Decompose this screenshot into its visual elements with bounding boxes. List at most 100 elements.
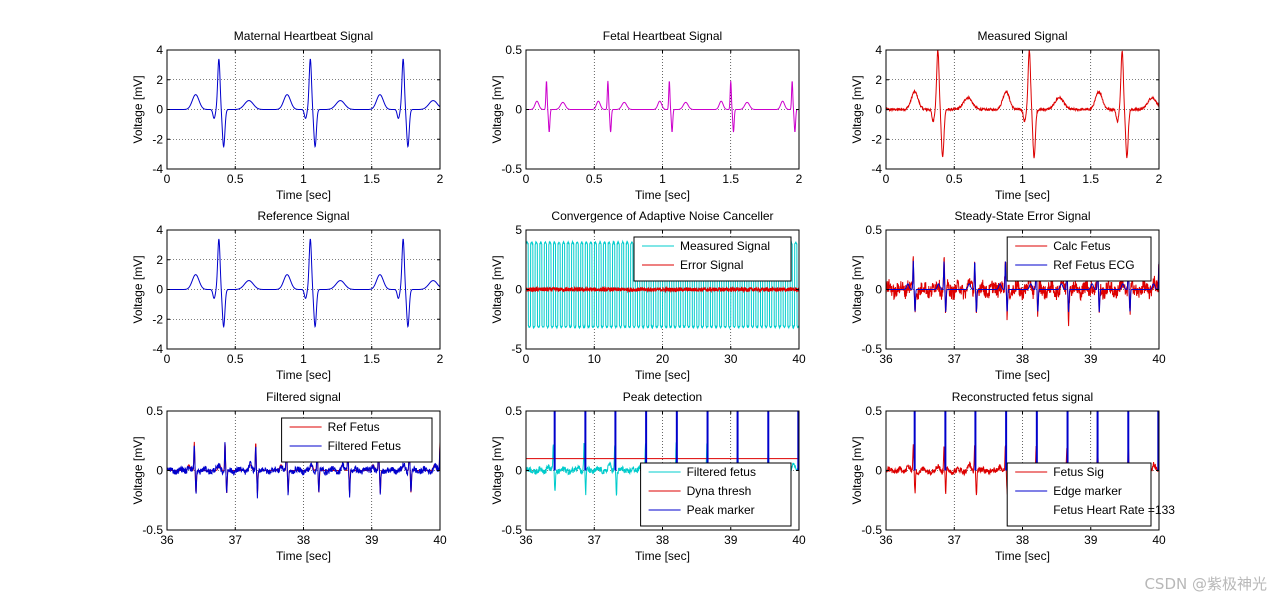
y-tick-label: -0.5 [501, 523, 522, 537]
x-tick-label: 39 [1084, 533, 1098, 547]
legend-note: Fetus Heart Rate =133 [1053, 503, 1175, 517]
x-axis-label: Time [sec] [635, 188, 690, 202]
y-tick-label: 4 [156, 223, 163, 237]
legend: Ref Fetus Filtered Fetus [281, 417, 433, 463]
x-tick-label: 0.5 [227, 172, 244, 186]
legend-label: Filtered fetus [687, 465, 756, 479]
x-tick-label: 20 [656, 352, 670, 366]
x-tick-label: 38 [656, 533, 670, 547]
legend: Filtered fetus Dyna thresh Peak marker [640, 462, 792, 527]
subplot-1: 0 0.5 1 1.5 2 -4 -2 0 2 4 Maternal Heartbeat Signa… [131, 29, 444, 202]
y-tick-label: -5 [511, 342, 522, 356]
legend-box [1006, 462, 1152, 527]
y-axis-label: Voltage [mV] [131, 255, 145, 323]
x-tick-label: 1.5 [1082, 172, 1099, 186]
y-tick-label: -2 [152, 312, 163, 326]
y-tick-label: 2 [156, 253, 163, 267]
y-tick-label: -2 [871, 132, 882, 146]
series-filtered-fetus [167, 442, 440, 499]
y-axis-label: Voltage [mV] [850, 75, 864, 143]
legend-label: Ref Fetus ECG [1053, 258, 1134, 272]
y-tick-label: 0 [515, 464, 522, 478]
chart-title: Measured Signal [977, 29, 1067, 43]
y-tick-label: 2 [156, 73, 163, 87]
x-tick-label: 40 [792, 352, 806, 366]
x-tick-label: 2 [1156, 172, 1163, 186]
x-axis-label: Time [sec] [995, 368, 1050, 382]
x-tick-label: 0.5 [946, 172, 963, 186]
x-tick-label: 0 [523, 172, 530, 186]
legend-box [1006, 236, 1152, 282]
y-tick-label: -4 [871, 162, 882, 176]
x-tick-label: 40 [1152, 533, 1166, 547]
y-tick-label: 0 [515, 283, 522, 297]
x-tick-label: 38 [1016, 352, 1030, 366]
y-tick-label: 0 [156, 464, 163, 478]
y-axis-label: Voltage [mV] [850, 436, 864, 504]
y-tick-label: 0.5 [865, 223, 882, 237]
y-tick-label: 0.5 [146, 404, 163, 418]
y-axis-label: Voltage [mV] [850, 255, 864, 323]
y-tick-label: -2 [152, 132, 163, 146]
series-group [167, 58, 440, 149]
legend-label: Ref Fetus [328, 420, 380, 434]
x-tick-label: 0.5 [227, 352, 244, 366]
x-tick-label: 2 [437, 352, 444, 366]
y-tick-label: -0.5 [861, 342, 882, 356]
x-tick-label: 0 [883, 172, 890, 186]
series-group [167, 238, 440, 329]
x-tick-label: 36 [879, 533, 893, 547]
x-tick-label: 0 [164, 352, 171, 366]
y-tick-label: 5 [515, 223, 522, 237]
legend-box [633, 236, 792, 282]
x-axis-label: Time [sec] [995, 188, 1050, 202]
legend-label: Measured Signal [680, 239, 770, 253]
series-1 [167, 58, 440, 149]
x-tick-label: 1.5 [722, 172, 739, 186]
x-tick-label: 30 [724, 352, 738, 366]
x-tick-label: 2 [437, 172, 444, 186]
legend-box [281, 417, 433, 463]
chart-title: Fetal Heartbeat Signal [603, 29, 722, 43]
y-tick-label: 0.5 [865, 404, 882, 418]
x-axis-label: Time [sec] [995, 549, 1050, 563]
y-axis-label: Voltage [mV] [490, 255, 504, 323]
x-tick-label: 10 [588, 352, 602, 366]
legend-label: Fetus Sig [1053, 465, 1104, 479]
legend: Fetus Sig Edge marker Fetus Heart Rate =13… [1006, 462, 1175, 527]
chart-title: Maternal Heartbeat Signal [234, 29, 373, 43]
x-tick-label: 1 [1019, 172, 1026, 186]
x-tick-label: 37 [229, 533, 243, 547]
chart-title: Peak detection [623, 390, 702, 404]
x-tick-label: 0 [164, 172, 171, 186]
x-tick-label: 38 [1016, 533, 1030, 547]
subplot-4: 0 0.5 1 1.5 2 -4 -2 0 2 4 Reference Signal Time [se… [131, 209, 444, 382]
y-tick-label: 0 [515, 103, 522, 117]
series-1 [886, 50, 1159, 159]
series-1 [526, 80, 799, 133]
series-group [886, 255, 1159, 327]
series-measured-signal [526, 239, 799, 330]
x-tick-label: 2 [796, 172, 803, 186]
x-tick-label: 1 [659, 172, 666, 186]
x-tick-label: 0.5 [586, 172, 603, 186]
x-tick-label: 36 [519, 533, 533, 547]
legend: Measured Signal Error Signal [633, 236, 792, 282]
subplot-6: 36 37 38 39 40 -0.5 0 0.5 Steady-State Error Sig… [850, 209, 1166, 382]
series-error-signal [526, 285, 799, 294]
y-axis-label: Voltage [mV] [131, 436, 145, 504]
legend-label: Filtered Fetus [328, 439, 401, 453]
series-group [526, 239, 799, 330]
chart-title: Convergence of Adaptive Noise Canceller [551, 209, 773, 223]
x-tick-label: 37 [948, 352, 962, 366]
y-tick-label: 0 [875, 103, 882, 117]
x-tick-label: 1.5 [363, 172, 380, 186]
series-group [526, 411, 799, 498]
x-tick-label: 37 [948, 533, 962, 547]
chart-title: Reconstructed fetus signal [952, 390, 1093, 404]
watermark-text: CSDN @紫极神光 [1144, 575, 1267, 593]
legend-label: Calc Fetus [1053, 239, 1110, 253]
x-tick-label: 38 [297, 533, 311, 547]
subplot-8: 36 37 38 39 40 -0.5 0 0.5 Peak detection Time [se… [490, 390, 806, 563]
